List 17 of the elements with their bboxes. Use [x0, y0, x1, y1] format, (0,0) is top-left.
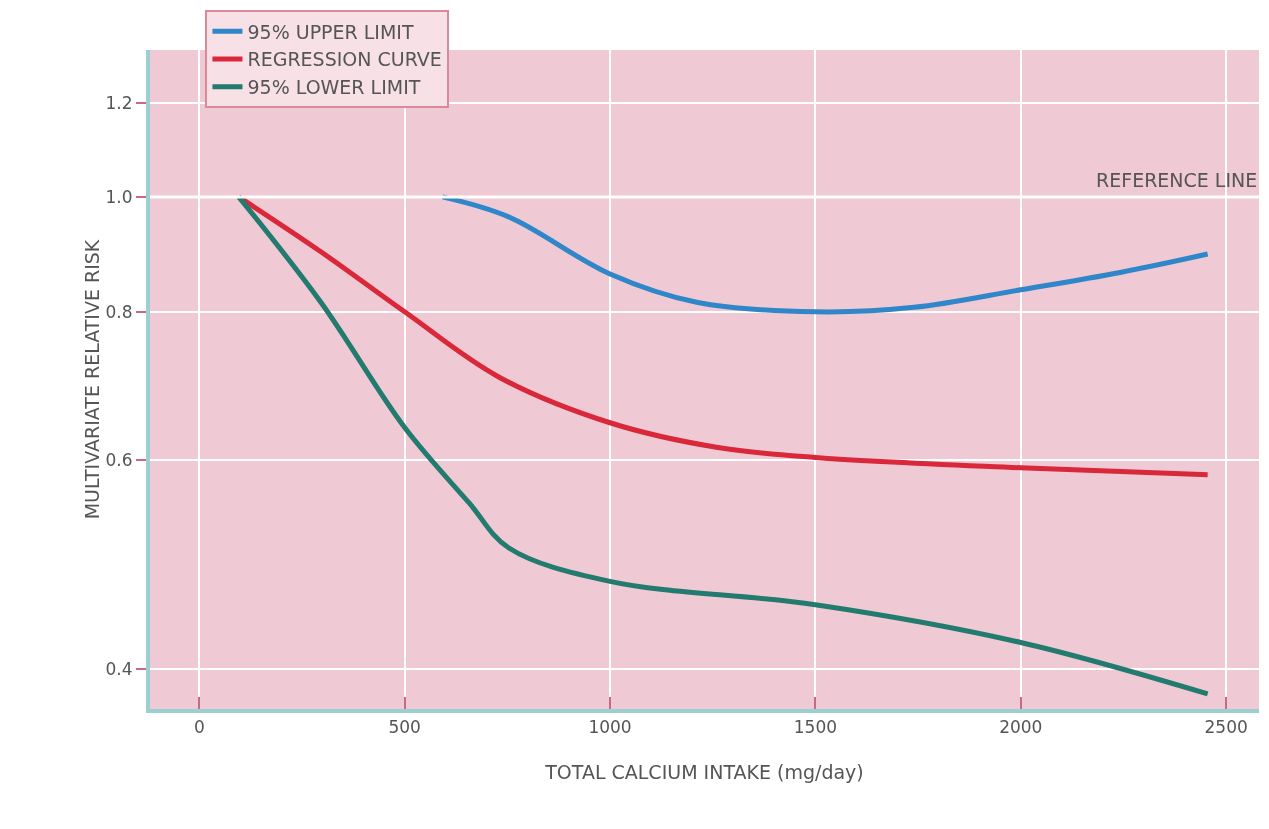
y-tick-label: 1.2	[105, 92, 133, 113]
y-tick-label: 1.0	[105, 186, 133, 207]
x-tick-label: 500	[388, 717, 421, 738]
x-tick-label: 2000	[999, 717, 1043, 738]
x-tick-label: 1000	[588, 717, 632, 738]
x-axis-title: TOTAL CALCIUM INTAKE (mg/day)	[544, 761, 864, 783]
y-axis-title: MULTIVARIATE RELATIVE RISK	[81, 239, 103, 520]
x-tick-label: 1500	[793, 717, 838, 738]
x-tick-label: 0	[193, 717, 205, 738]
legend-label: REGRESSION CURVE	[247, 48, 442, 71]
y-tick-label: 0.6	[105, 449, 133, 470]
x-tick-label: 2500	[1204, 717, 1248, 738]
y-tick-label: 0.8	[105, 301, 133, 322]
y-tick-label: 0.4	[105, 658, 133, 679]
ref-line-label: REFERENCE LINE	[1096, 169, 1258, 191]
legend-label: 95% LOWER LIMIT	[247, 76, 421, 99]
legend-label: 95% UPPER LIMIT	[247, 20, 414, 43]
